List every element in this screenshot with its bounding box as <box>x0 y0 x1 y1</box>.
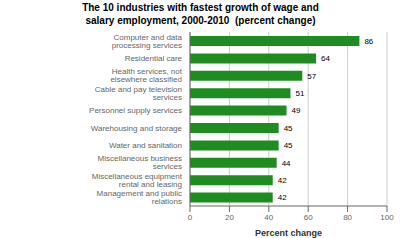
svg-text:Miscellaneous businessservices: Miscellaneous businessservices <box>98 154 183 171</box>
svg-text:57: 57 <box>307 72 316 81</box>
svg-text:64: 64 <box>321 54 330 63</box>
svg-text:Health services, notelsewhere: Health services, notelsewhere classified <box>110 67 182 84</box>
svg-text:49: 49 <box>292 106 301 115</box>
svg-text:51: 51 <box>295 89 304 98</box>
svg-text:20: 20 <box>225 213 234 222</box>
svg-text:Computer and dataprocessing se: Computer and dataprocessing services <box>112 33 183 50</box>
svg-text:42: 42 <box>278 176 287 185</box>
svg-text:100: 100 <box>380 213 393 222</box>
svg-text:Warehousing and storage: Warehousing and storage <box>91 124 183 133</box>
svg-text:Residential care: Residential care <box>125 54 183 63</box>
svg-text:45: 45 <box>284 124 293 133</box>
svg-text:80: 80 <box>343 213 352 222</box>
svg-text:Miscellaneous equipmentrental: Miscellaneous equipmentrental and leasin… <box>92 172 183 189</box>
svg-text:Percent change: Percent change <box>255 228 322 238</box>
svg-text:60: 60 <box>304 213 313 222</box>
svg-text:0: 0 <box>188 213 193 222</box>
svg-text:45: 45 <box>284 141 293 150</box>
svg-text:86: 86 <box>364 37 373 46</box>
svg-text:42: 42 <box>278 193 287 202</box>
svg-text:Water and sanitation: Water and sanitation <box>109 141 182 150</box>
svg-text:Personnel supply services: Personnel supply services <box>89 106 182 115</box>
svg-text:40: 40 <box>264 213 273 222</box>
svg-text:Cable and pay televisionservic: Cable and pay televisionservices <box>95 85 182 102</box>
svg-text:Management and publicrelations: Management and publicrelations <box>97 189 182 206</box>
html-text:The 10 industries with fastest: The 10 industries with fastest growth of… <box>82 2 319 26</box>
svg-text:44: 44 <box>282 159 291 168</box>
